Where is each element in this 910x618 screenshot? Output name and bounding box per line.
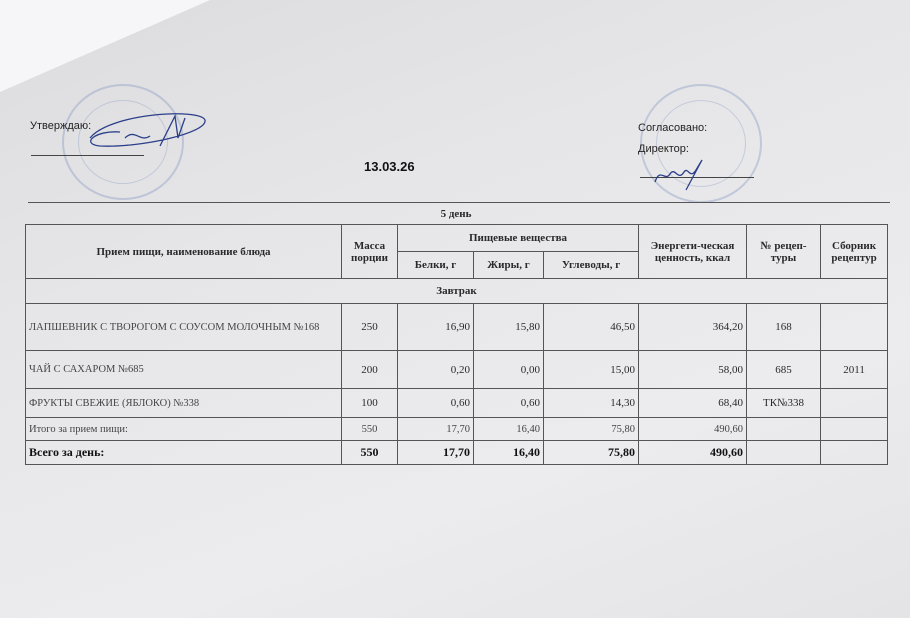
recipe: 168 — [746, 303, 822, 351]
col-recipe: № рецеп-туры — [746, 224, 822, 279]
protein: 0,60 — [397, 388, 474, 418]
energy: 58,00 — [638, 350, 748, 389]
energy: 490,60 — [638, 440, 748, 465]
dish-name: ЛАПШЕВНИК С ТВОРОГОМ С СОУСОМ МОЛОЧНЫМ №… — [25, 303, 342, 351]
collection — [820, 303, 889, 351]
mass: 550 — [341, 417, 398, 441]
col-fat: Жиры, г — [473, 251, 544, 279]
empty-cell — [746, 440, 822, 465]
fat: 0,60 — [473, 388, 544, 418]
col-dish: Прием пищи, наименование блюда — [25, 224, 342, 279]
day-title: 5 день — [440, 208, 472, 220]
collection: 2011 — [820, 350, 889, 389]
table-row: ЛАПШЕВНИК С ТВОРОГОМ С СОУСОМ МОЛОЧНЫМ №… — [25, 303, 889, 351]
col-energy: Энергети-ческая ценность, ккал — [638, 224, 748, 279]
carbs: 75,80 — [542, 440, 640, 465]
carbs: 75,80 — [542, 417, 640, 441]
document-date: 13.03.26 — [364, 159, 415, 174]
menu-table: Прием пищи, наименование блюда Масса пор… — [24, 224, 889, 465]
mass: 250 — [341, 303, 398, 351]
signature-left — [89, 113, 206, 147]
day-total-row: Всего за день: 550 17,70 16,40 75,80 490… — [25, 440, 889, 465]
table-row: ЧАЙ С САХАРОМ №685 200 0,20 0,00 15,00 5… — [25, 350, 889, 389]
fat: 0,00 — [473, 350, 544, 389]
dish-name: ФРУКТЫ СВЕЖИЕ (ЯБЛОКО) №338 — [25, 388, 342, 418]
protein: 0,20 — [397, 350, 474, 389]
protein: 17,70 — [397, 440, 474, 465]
col-mass: Масса порции — [341, 224, 398, 279]
col-nutrients: Пищевые вещества — [396, 224, 640, 252]
protein: 16,90 — [397, 303, 474, 351]
meal-total-label: Итого за прием пищи: — [25, 417, 342, 441]
approve-label: Утверждаю: — [30, 120, 92, 132]
paper-corner — [0, 0, 210, 92]
fat: 16,40 — [473, 440, 544, 465]
director-label: Директор: — [638, 143, 689, 155]
empty-cell — [746, 417, 822, 441]
col-collection: Сборник рецептур — [820, 224, 889, 279]
dish-name: ЧАЙ С САХАРОМ №685 — [25, 350, 342, 389]
table-row: ФРУКТЫ СВЕЖИЕ (ЯБЛОКО) №338 100 0,60 0,6… — [25, 388, 889, 418]
agreed-label: Согласовано: — [638, 122, 708, 134]
recipe: ТК№338 — [746, 388, 822, 418]
approve-signature-line — [31, 155, 144, 156]
energy: 68,40 — [638, 388, 748, 418]
col-carbs: Углеводы, г — [542, 251, 640, 279]
day-total-label: Всего за день: — [25, 440, 342, 465]
fat: 16,40 — [473, 417, 544, 441]
fat: 15,80 — [473, 303, 544, 351]
signature-right — [654, 159, 703, 191]
empty-cell — [820, 417, 889, 441]
mass: 200 — [341, 350, 398, 389]
collection — [820, 388, 889, 418]
stamp-left — [62, 84, 184, 200]
energy: 364,20 — [638, 303, 748, 351]
mass: 550 — [341, 440, 398, 465]
carbs: 15,00 — [542, 350, 640, 389]
meal-total-row: Итого за прием пищи: 550 17,70 16,40 75,… — [25, 417, 889, 441]
carbs: 46,50 — [542, 303, 640, 351]
carbs: 14,30 — [542, 388, 640, 418]
energy: 490,60 — [638, 417, 748, 441]
recipe: 685 — [746, 350, 822, 389]
empty-cell — [820, 440, 889, 465]
director-signature-line — [640, 177, 754, 178]
mass: 100 — [341, 388, 398, 418]
protein: 17,70 — [397, 417, 474, 441]
section-breakfast: Завтрак — [24, 278, 889, 304]
divider — [28, 202, 890, 203]
col-protein: Белки, г — [397, 251, 474, 279]
